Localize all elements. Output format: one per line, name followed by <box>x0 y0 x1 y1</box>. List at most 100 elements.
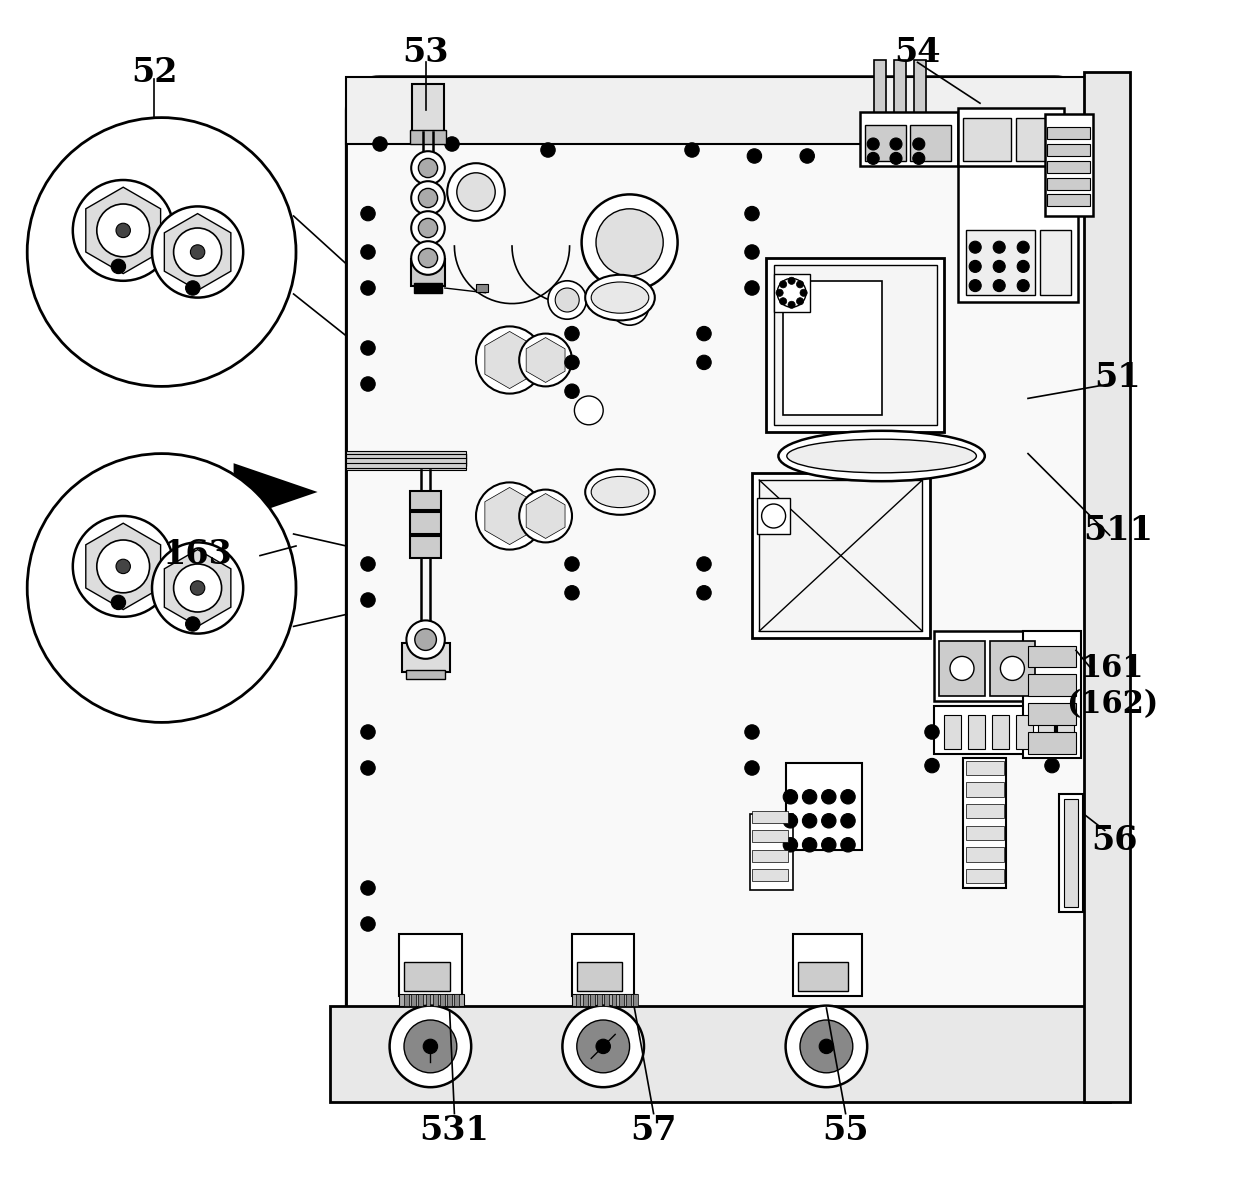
Bar <box>992 715 1009 749</box>
Circle shape <box>697 326 712 341</box>
Circle shape <box>490 496 529 536</box>
Circle shape <box>970 260 981 272</box>
Circle shape <box>548 281 587 319</box>
Bar <box>402 643 450 672</box>
Ellipse shape <box>779 431 985 481</box>
Bar <box>1038 715 1054 749</box>
Polygon shape <box>86 523 161 610</box>
Circle shape <box>361 917 376 931</box>
Bar <box>966 230 1035 295</box>
Circle shape <box>697 557 712 571</box>
Bar <box>966 826 1004 840</box>
Circle shape <box>784 790 797 804</box>
Circle shape <box>784 838 797 852</box>
Bar <box>454 994 459 1006</box>
Bar <box>935 631 1069 701</box>
Circle shape <box>780 298 786 305</box>
Bar <box>425 994 430 1006</box>
Circle shape <box>745 725 759 739</box>
Polygon shape <box>233 463 317 521</box>
Bar <box>410 491 441 510</box>
Circle shape <box>1017 241 1029 253</box>
Bar <box>413 84 444 132</box>
Circle shape <box>153 206 243 298</box>
Circle shape <box>1017 280 1029 292</box>
Polygon shape <box>485 487 534 545</box>
Circle shape <box>745 245 759 259</box>
Circle shape <box>786 1006 867 1087</box>
Bar <box>864 125 905 161</box>
Circle shape <box>556 288 579 312</box>
Circle shape <box>456 173 495 211</box>
Circle shape <box>993 260 1006 272</box>
Bar <box>418 994 423 1006</box>
Circle shape <box>389 1006 471 1087</box>
Bar <box>1023 631 1081 758</box>
Circle shape <box>802 790 817 804</box>
Circle shape <box>153 542 243 634</box>
Text: 54: 54 <box>894 36 941 70</box>
Bar <box>583 994 588 1006</box>
Circle shape <box>73 180 174 281</box>
Bar <box>774 274 810 312</box>
Bar <box>759 480 923 631</box>
Circle shape <box>574 396 603 425</box>
Circle shape <box>448 163 505 221</box>
Bar <box>914 60 926 115</box>
Text: 163: 163 <box>162 538 233 571</box>
Bar <box>572 994 637 1006</box>
Circle shape <box>800 289 807 296</box>
Bar <box>1059 794 1084 912</box>
Circle shape <box>802 814 817 828</box>
Text: 161
(162): 161 (162) <box>1066 653 1158 720</box>
Circle shape <box>596 209 663 276</box>
Circle shape <box>27 118 296 386</box>
FancyBboxPatch shape <box>346 77 1087 1070</box>
Polygon shape <box>165 550 231 626</box>
Circle shape <box>412 181 445 215</box>
Bar <box>1048 127 1090 139</box>
Bar <box>399 994 464 1006</box>
Circle shape <box>925 758 939 773</box>
Bar <box>1045 114 1092 216</box>
Circle shape <box>796 298 804 305</box>
Bar <box>1028 674 1076 696</box>
Polygon shape <box>165 214 231 290</box>
Circle shape <box>112 595 125 610</box>
Bar <box>990 641 1035 696</box>
Circle shape <box>476 326 543 394</box>
Polygon shape <box>485 331 534 389</box>
Bar <box>751 811 787 823</box>
Circle shape <box>174 228 222 276</box>
Circle shape <box>404 1020 456 1073</box>
Circle shape <box>800 1020 853 1073</box>
Bar <box>1016 118 1058 161</box>
Circle shape <box>541 143 556 157</box>
Bar <box>410 512 441 534</box>
Bar <box>751 869 787 881</box>
Circle shape <box>800 149 815 163</box>
Circle shape <box>564 557 579 571</box>
Circle shape <box>529 344 562 376</box>
Polygon shape <box>526 493 565 539</box>
Circle shape <box>361 341 376 355</box>
Circle shape <box>117 223 130 238</box>
Circle shape <box>520 334 572 386</box>
Bar <box>598 994 601 1006</box>
Bar <box>410 536 441 558</box>
Circle shape <box>777 278 806 307</box>
Bar <box>1028 703 1076 725</box>
Circle shape <box>174 564 222 612</box>
Bar <box>966 782 1004 797</box>
Bar <box>330 1006 1110 1102</box>
Circle shape <box>776 289 784 296</box>
Circle shape <box>186 617 200 631</box>
Circle shape <box>993 241 1006 253</box>
Bar <box>440 994 445 1006</box>
Bar <box>414 283 443 293</box>
Bar <box>404 994 409 1006</box>
Bar <box>792 934 862 996</box>
Polygon shape <box>86 187 161 274</box>
Bar <box>910 125 951 161</box>
Bar <box>966 804 1004 818</box>
